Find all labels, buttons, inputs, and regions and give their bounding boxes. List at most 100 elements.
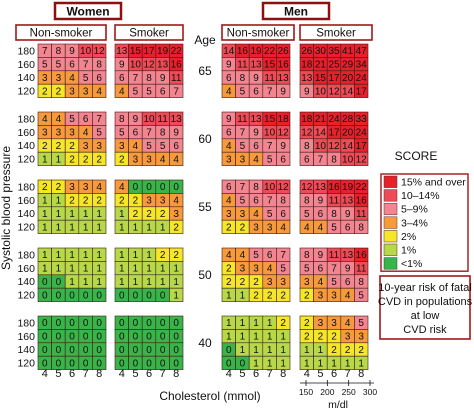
- risk-value: 0: [56, 345, 62, 356]
- risk-value: 9: [280, 86, 286, 97]
- risk-value: 3: [56, 128, 62, 139]
- risk-value: 1: [119, 209, 125, 220]
- risk-value: 21: [315, 60, 327, 71]
- risk-value: 19: [157, 46, 169, 57]
- risk-value: 15: [315, 73, 327, 84]
- risk-value: 0: [173, 318, 179, 329]
- risk-value: 1: [42, 154, 48, 165]
- risk-value: 13: [250, 114, 262, 125]
- risk-value: 0: [96, 332, 102, 343]
- mgdl-axis-label: m/dl: [328, 399, 348, 411]
- smoking-status-box: [114, 24, 184, 41]
- legend-swatch: [383, 189, 398, 202]
- risk-value: 0: [146, 290, 152, 301]
- cholesterol-tick-label: 6: [331, 368, 337, 380]
- legend-swatch: [383, 230, 398, 243]
- risk-cell: [276, 287, 291, 302]
- risk-value: 7: [133, 73, 139, 84]
- risk-value: 9: [69, 46, 75, 57]
- mgdl-tick-label: 300: [363, 387, 377, 397]
- risk-value: 13: [342, 250, 354, 261]
- risk-value: 8: [56, 46, 62, 57]
- legend-label: 3–4%: [401, 217, 428, 229]
- risk-value: 0: [146, 182, 152, 193]
- risk-value: 1: [146, 277, 152, 288]
- risk-value: 7: [267, 196, 273, 207]
- risk-value: 5: [83, 73, 89, 84]
- risk-value: 1: [83, 277, 89, 288]
- risk-cell: [92, 287, 107, 302]
- risk-value: 4: [280, 222, 286, 233]
- risk-value: 0: [83, 290, 89, 301]
- risk-value: 2: [119, 196, 125, 207]
- risk-value: 7: [331, 264, 337, 275]
- risk-value: 5: [69, 114, 75, 125]
- risk-value: 1: [96, 250, 102, 261]
- legend-label: 5–9%: [401, 204, 428, 216]
- risk-value: 4: [318, 277, 324, 288]
- cholesterol-tick-label: 7: [267, 368, 273, 380]
- risk-value: 2: [240, 222, 246, 233]
- risk-value: 3: [280, 277, 286, 288]
- risk-value: 1: [42, 209, 48, 220]
- risk-value: 7: [267, 86, 273, 97]
- risk-value: 18: [278, 114, 290, 125]
- risk-value: 5: [146, 86, 152, 97]
- risk-value: 0: [69, 318, 75, 329]
- risk-value: 6: [345, 277, 351, 288]
- risk-value: 11: [171, 73, 182, 84]
- risk-value: 1: [240, 345, 246, 356]
- risk-value: 15: [264, 114, 276, 125]
- risk-value: 1: [160, 277, 166, 288]
- smoking-status-label: Non-smoker: [227, 28, 290, 40]
- risk-value: 2: [173, 222, 179, 233]
- smoking-status-box: [15, 24, 107, 41]
- age-group-label: 65: [198, 64, 212, 78]
- risk-value: 1: [253, 358, 259, 369]
- risk-value: 35: [328, 46, 340, 57]
- risk-value: 22: [171, 46, 183, 57]
- risk-value: 0: [133, 358, 139, 369]
- risk-value: 17: [143, 46, 155, 57]
- risk-value: 2: [119, 154, 125, 165]
- smoking-status-label: Smoker: [316, 28, 356, 40]
- risk-value: 4: [253, 154, 259, 165]
- cholesterol-tick-label: 6: [69, 368, 75, 380]
- risk-value: 8: [304, 250, 310, 261]
- risk-value: 9: [318, 196, 324, 207]
- risk-value: 12: [301, 128, 313, 139]
- risk-cell: [92, 151, 107, 166]
- risk-value: 6: [69, 60, 75, 71]
- risk-value: 4: [160, 154, 166, 165]
- risk-value: 2: [267, 290, 273, 301]
- risk-value: 3: [119, 141, 125, 152]
- risk-value: 16: [356, 250, 368, 261]
- risk-value: 1: [146, 250, 152, 261]
- risk-value: 1: [133, 264, 139, 275]
- risk-value: 9: [226, 114, 232, 125]
- risk-value: 2: [240, 277, 246, 288]
- risk-value: 24: [356, 128, 368, 139]
- risk-value: 1: [253, 345, 259, 356]
- risk-value: 1: [331, 358, 337, 369]
- risk-value: 16: [171, 60, 183, 71]
- risk-value: 1: [119, 277, 125, 288]
- risk-value: 1: [345, 358, 351, 369]
- risk-value: 3: [253, 222, 259, 233]
- risk-value: 7: [83, 60, 89, 71]
- risk-value: 1: [160, 222, 166, 233]
- risk-cell: [169, 151, 184, 166]
- risk-value: 33: [356, 114, 368, 125]
- risk-cell: [169, 355, 184, 370]
- legend-label: 1%: [401, 245, 416, 257]
- risk-value: 6: [345, 222, 351, 233]
- cholesterol-tick-label: 8: [96, 368, 102, 380]
- risk-value: 2: [56, 182, 62, 193]
- risk-value: 8: [358, 222, 364, 233]
- risk-value: 47: [356, 46, 368, 57]
- risk-value: 7: [240, 182, 246, 193]
- note-box: [379, 275, 471, 340]
- mgdl-tick-label: 150: [299, 387, 313, 397]
- risk-value: 1: [42, 264, 48, 275]
- risk-value: 9: [160, 73, 166, 84]
